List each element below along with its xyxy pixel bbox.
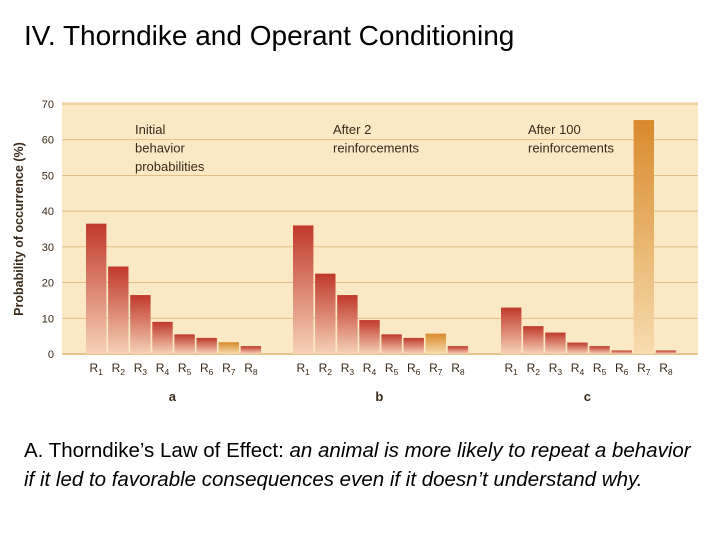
- panel-labels: a Initial behavior probabilities b After 2 rei…: [135, 122, 614, 404]
- panel-title-line: reinforcements: [528, 141, 614, 156]
- bar-a-r2: [108, 266, 129, 354]
- slide-title: IV. Thorndike and Operant Conditioning: [24, 20, 515, 51]
- x-tick-label: R5: [593, 361, 607, 377]
- bar-c-r1: [501, 307, 522, 354]
- panel-c: R1 R2 R3 R4 R5 R6 R7 R8: [501, 120, 677, 377]
- bar-c-r7: [633, 120, 654, 354]
- bar-b-r3: [337, 295, 358, 354]
- x-tick-label: R1: [89, 361, 103, 377]
- x-tick-label: R7: [222, 361, 236, 377]
- caption-body: an animal is more likely to repeat a beh…: [24, 439, 691, 491]
- bar-b-r2: [315, 273, 336, 354]
- bar-c-r2: [523, 326, 544, 354]
- panel-title-line: Initial: [135, 122, 165, 137]
- bar-b-r1: [293, 225, 314, 354]
- y-tick-label: 60: [42, 135, 54, 147]
- x-tick-label: R4: [363, 361, 377, 377]
- bar-a-r5: [174, 334, 195, 354]
- x-tick-label: R4: [571, 361, 585, 377]
- bar-c-r4: [567, 342, 588, 354]
- y-tick-label: 30: [42, 242, 54, 254]
- x-tick-label: R6: [200, 361, 214, 377]
- x-tick-label: R7: [637, 361, 651, 377]
- bar-a-r8: [240, 346, 262, 354]
- x-tick-label: R3: [134, 361, 148, 377]
- bar-c-r8: [655, 350, 677, 354]
- y-tick-label: 70: [42, 99, 54, 111]
- bar-a-r6: [196, 337, 217, 354]
- panel-label-b: b: [375, 389, 383, 404]
- bar-b-r6: [403, 337, 424, 354]
- caption-lead: A. Thorndike’s Law of Effect:: [24, 439, 284, 462]
- bar-c-r3: [545, 332, 566, 354]
- panel-title-line: After 100: [528, 122, 581, 137]
- panel-title-line: reinforcements: [333, 141, 419, 156]
- x-tick-label: R4: [156, 361, 170, 377]
- bar-c-r6: [611, 350, 632, 354]
- bar-b-r8: [447, 346, 469, 354]
- bar-b-r5: [381, 334, 402, 354]
- x-tick-label: R2: [112, 361, 126, 377]
- x-tick-label: R1: [296, 361, 310, 377]
- panel-label-a: a: [169, 389, 177, 404]
- x-tick-label: R8: [659, 361, 673, 377]
- x-tick-label: R1: [504, 361, 518, 377]
- y-tick-label: 40: [42, 206, 54, 218]
- panel-a: R1 R2 R3 R4 R5 R6 R7 R8: [86, 223, 262, 377]
- bar-b-r4: [359, 320, 380, 354]
- bar-a-r1: [86, 223, 107, 354]
- panel-b: R1 R2 R3 R4 R5 R6 R7 R8: [293, 225, 469, 377]
- x-tick-label: R3: [549, 361, 563, 377]
- x-tick-label: R8: [451, 361, 465, 377]
- panel-title-line: probabilities: [135, 159, 205, 174]
- bar-a-r4: [152, 321, 173, 354]
- chart-panel-background: [62, 102, 698, 355]
- x-tick-label: R2: [527, 361, 541, 377]
- x-tick-label: R8: [244, 361, 258, 377]
- y-tick-label: 10: [42, 313, 54, 325]
- y-tick-label: 20: [42, 278, 54, 290]
- x-tick-label: R7: [429, 361, 443, 377]
- bar-chart-figure: 0 10 20 30 40 50 60 70 Probability of occurrence…: [12, 99, 698, 404]
- y-tick-label: 0: [48, 349, 54, 361]
- y-axis-label: Probability of occurrence (%): [12, 142, 26, 316]
- x-tick-label: R6: [615, 361, 629, 377]
- panel-label-c: c: [584, 389, 591, 404]
- x-tick-label: R5: [385, 361, 399, 377]
- caption: A. Thorndike’s Law of Effect: an animal …: [24, 437, 694, 494]
- x-tick-label: R3: [341, 361, 355, 377]
- bar-a-r7: [218, 342, 239, 354]
- x-tick-label: R5: [178, 361, 192, 377]
- bar-c-r5: [589, 346, 610, 354]
- x-tick-label: R6: [407, 361, 421, 377]
- panel-title-line: behavior: [135, 141, 186, 156]
- panel-title-line: After 2: [333, 122, 371, 137]
- y-axis: 0 10 20 30 40 50 60 70 Probability of occurrence…: [12, 99, 54, 361]
- bar-b-r7: [425, 333, 446, 354]
- x-tick-label: R2: [319, 361, 333, 377]
- bars: R1 R2 R3 R4 R5 R6 R7 R8 R1 R2 R3 R4 R5 R6 R7 R8 R1 R2 R3 R4…: [86, 120, 677, 377]
- bar-a-r3: [130, 295, 151, 354]
- y-tick-label: 50: [42, 170, 54, 182]
